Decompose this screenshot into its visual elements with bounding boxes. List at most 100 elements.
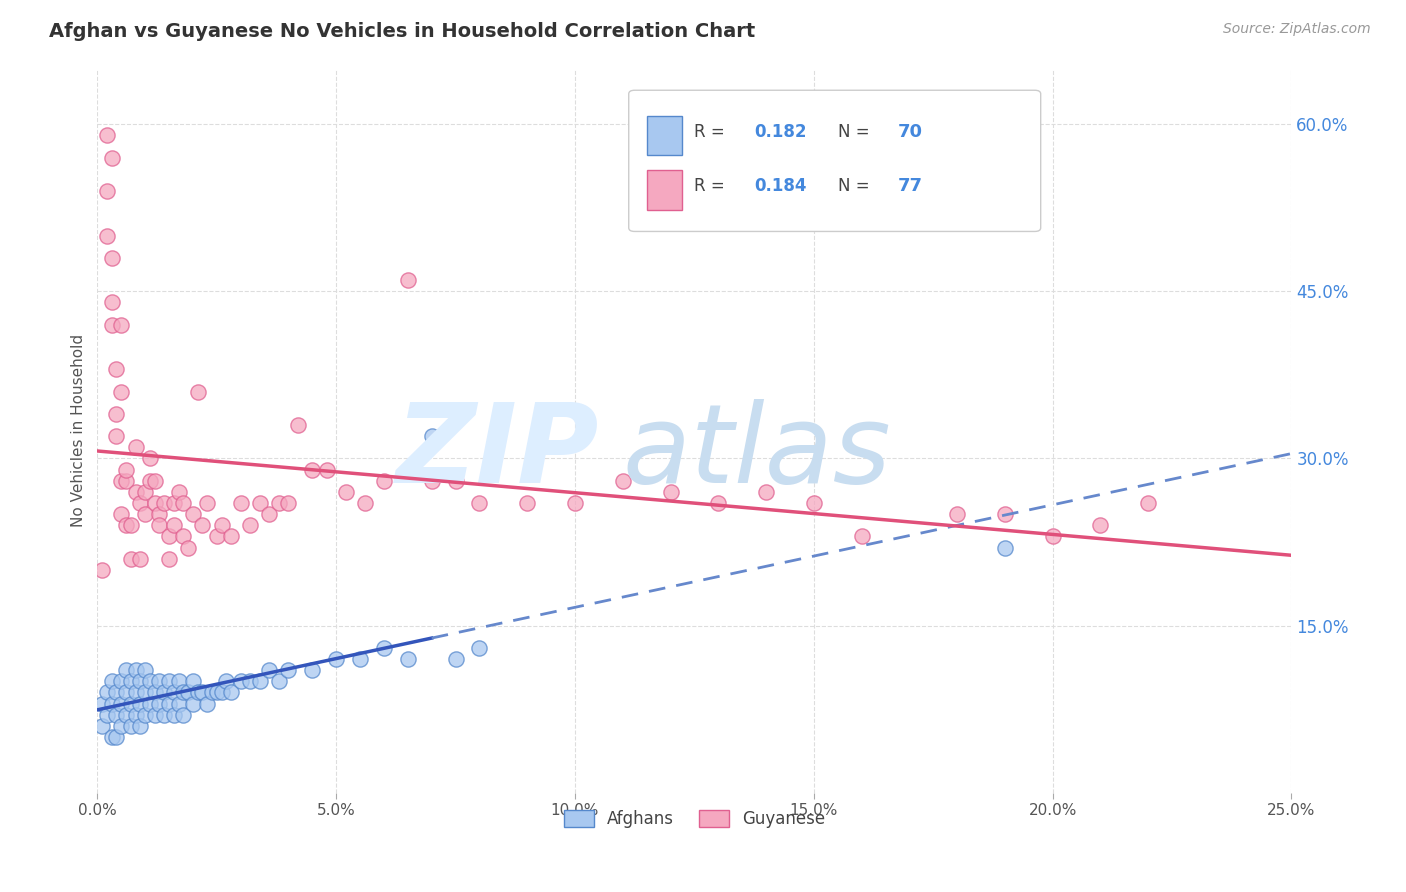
Point bbox=[851, 529, 873, 543]
Point bbox=[120, 719, 142, 733]
Point bbox=[181, 697, 204, 711]
Point bbox=[167, 674, 190, 689]
FancyBboxPatch shape bbox=[628, 90, 1040, 231]
Point bbox=[100, 697, 122, 711]
Point bbox=[115, 462, 138, 476]
Point bbox=[1137, 496, 1160, 510]
Point bbox=[249, 674, 271, 689]
Point bbox=[215, 674, 238, 689]
Point bbox=[148, 697, 170, 711]
Point bbox=[153, 496, 176, 510]
Point bbox=[191, 518, 214, 533]
Point bbox=[100, 730, 122, 744]
Point bbox=[129, 719, 152, 733]
Text: 0.182: 0.182 bbox=[754, 122, 807, 141]
Point bbox=[659, 484, 682, 499]
Point bbox=[105, 707, 128, 722]
Point bbox=[143, 685, 166, 699]
Point bbox=[153, 707, 176, 722]
Point bbox=[177, 685, 200, 699]
Point bbox=[96, 128, 118, 143]
Point bbox=[110, 318, 132, 332]
Point bbox=[143, 474, 166, 488]
Point bbox=[120, 551, 142, 566]
Point bbox=[96, 685, 118, 699]
Point bbox=[444, 652, 467, 666]
Point bbox=[134, 707, 156, 722]
Text: R =: R = bbox=[695, 122, 730, 141]
Point bbox=[755, 484, 778, 499]
Point bbox=[148, 674, 170, 689]
Point bbox=[96, 707, 118, 722]
Point bbox=[143, 496, 166, 510]
Point bbox=[124, 707, 146, 722]
Point bbox=[335, 484, 357, 499]
Point bbox=[105, 407, 128, 421]
Point bbox=[287, 417, 309, 432]
Point bbox=[157, 529, 180, 543]
Point bbox=[516, 496, 538, 510]
Point bbox=[96, 184, 118, 198]
Point bbox=[172, 685, 194, 699]
Point bbox=[564, 496, 586, 510]
Point bbox=[181, 674, 204, 689]
Point bbox=[211, 518, 233, 533]
Point bbox=[277, 663, 299, 677]
Point bbox=[803, 496, 825, 510]
Point bbox=[167, 484, 190, 499]
Point bbox=[444, 474, 467, 488]
Point bbox=[157, 674, 180, 689]
Point bbox=[139, 674, 162, 689]
Point bbox=[612, 474, 634, 488]
Point bbox=[1042, 529, 1064, 543]
Point bbox=[129, 551, 152, 566]
Point bbox=[163, 518, 186, 533]
Point bbox=[267, 674, 290, 689]
Point bbox=[134, 507, 156, 521]
Point bbox=[157, 697, 180, 711]
Point bbox=[349, 652, 371, 666]
Text: atlas: atlas bbox=[623, 399, 891, 506]
Point bbox=[373, 640, 395, 655]
Point bbox=[153, 685, 176, 699]
Point bbox=[167, 697, 190, 711]
Point bbox=[96, 228, 118, 243]
Text: ZIP: ZIP bbox=[395, 399, 599, 506]
Point bbox=[994, 507, 1017, 521]
Point bbox=[124, 663, 146, 677]
Point bbox=[229, 496, 252, 510]
Point bbox=[420, 429, 443, 443]
Point bbox=[219, 529, 242, 543]
Point bbox=[120, 697, 142, 711]
Text: R =: R = bbox=[695, 177, 730, 194]
Point bbox=[100, 151, 122, 165]
Bar bbox=[647, 116, 682, 155]
Point bbox=[139, 474, 162, 488]
Point bbox=[129, 674, 152, 689]
Point bbox=[315, 462, 337, 476]
Point bbox=[100, 295, 122, 310]
Point bbox=[239, 674, 262, 689]
Point bbox=[139, 451, 162, 466]
Point bbox=[219, 685, 242, 699]
Point bbox=[105, 362, 128, 376]
Point bbox=[259, 507, 281, 521]
Point bbox=[110, 719, 132, 733]
Point bbox=[110, 507, 132, 521]
Point bbox=[468, 640, 491, 655]
Point bbox=[177, 541, 200, 555]
Text: Afghan vs Guyanese No Vehicles in Household Correlation Chart: Afghan vs Guyanese No Vehicles in Househ… bbox=[49, 22, 755, 41]
Point bbox=[259, 663, 281, 677]
Text: 70: 70 bbox=[897, 122, 922, 141]
Point bbox=[353, 496, 375, 510]
Point bbox=[205, 529, 228, 543]
Point bbox=[277, 496, 299, 510]
Point bbox=[994, 541, 1017, 555]
Point bbox=[134, 685, 156, 699]
Point bbox=[100, 674, 122, 689]
Point bbox=[187, 384, 209, 399]
Point bbox=[420, 474, 443, 488]
Point bbox=[120, 674, 142, 689]
Point bbox=[163, 496, 186, 510]
Point bbox=[191, 685, 214, 699]
